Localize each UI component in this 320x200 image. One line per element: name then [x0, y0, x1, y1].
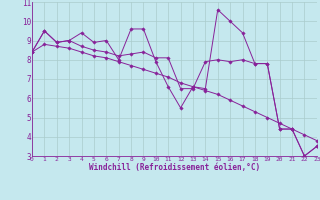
X-axis label: Windchill (Refroidissement éolien,°C): Windchill (Refroidissement éolien,°C)	[89, 163, 260, 172]
